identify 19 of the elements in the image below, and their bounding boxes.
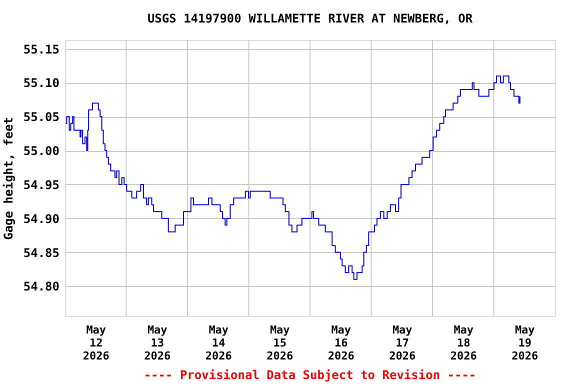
y-tick-label: 54.80 <box>23 280 60 294</box>
x-tick-label: May 14 2026 <box>205 324 232 362</box>
y-axis-title: Gage height, feet <box>1 117 16 240</box>
chart-title: USGS 14197900 WILLAMETTE RIVER AT NEWBERG, OR <box>147 12 474 26</box>
y-tick-label: 55.05 <box>23 110 60 124</box>
y-tick-label: 55.10 <box>23 76 60 90</box>
text: ---- Provisional Data Subject to Revision ---- <box>144 368 476 382</box>
x-tick-label: May 17 2026 <box>389 324 416 362</box>
y-tick-label: 54.95 <box>23 178 60 192</box>
x-tick-label: May 15 2026 <box>266 324 294 362</box>
x-tick-label: May 18 2026 <box>450 324 478 362</box>
y-tick-label: 54.85 <box>23 246 60 260</box>
x-tick-label: May 13 2026 <box>144 324 171 362</box>
x-tick-label: May 19 2026 <box>512 324 538 362</box>
x-tick-label: May 12 2026 <box>82 324 110 362</box>
y-tick-label: 55.00 <box>23 144 60 158</box>
y-tick-label: 55.15 <box>23 42 60 56</box>
y-tick-label: 54.90 <box>23 212 60 226</box>
x-tick-label: May 16 2026 <box>328 324 355 362</box>
